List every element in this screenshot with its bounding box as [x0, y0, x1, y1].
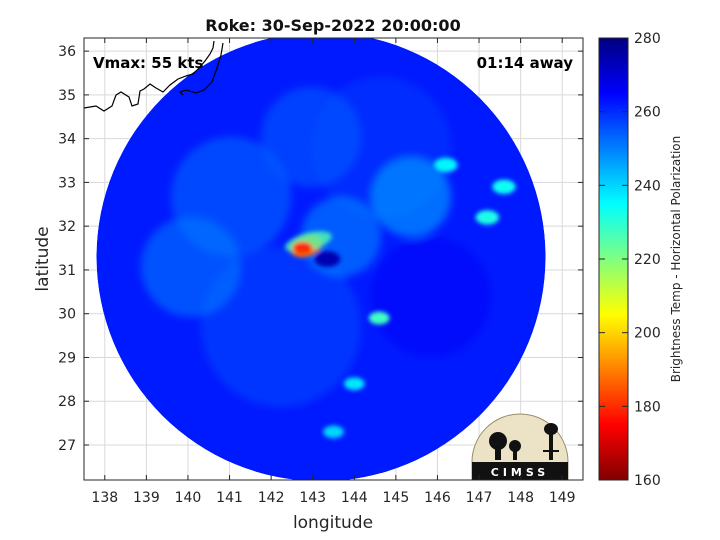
- swath-features: [285, 157, 516, 439]
- time-away-label: 01:14 away: [477, 54, 574, 72]
- x-tick-label: 143: [299, 490, 326, 506]
- y-tick-label: 32: [58, 219, 76, 235]
- colorbar-ticks: 280 260 240 220 200 180 160: [599, 31, 661, 489]
- x-tick-label: 142: [258, 490, 285, 506]
- texture-blob: [201, 246, 362, 407]
- feature-storm-eye: [314, 251, 341, 267]
- swath-image: [96, 38, 546, 480]
- feature-cloud-band: [492, 179, 516, 194]
- y-tick-label: 30: [58, 307, 76, 323]
- cimss-logo-text: CIMSS: [491, 466, 549, 479]
- vmax-label: Vmax: 55 kts: [93, 54, 203, 72]
- colorbar-tick-label: 280: [634, 31, 661, 47]
- y-tick-label: 35: [58, 88, 76, 104]
- feature-rainband: [368, 311, 390, 325]
- x-tick-label: 141: [216, 490, 243, 506]
- x-axis: 138 139 140 141 142 143 144 145 146 147 148 149: [91, 38, 576, 506]
- x-tick-label: 144: [341, 490, 368, 506]
- y-tick-label: 27: [58, 438, 76, 454]
- x-tick-label: 148: [507, 490, 534, 506]
- y-tick-label: 29: [58, 350, 76, 366]
- colorbar-tick-label: 220: [634, 252, 661, 268]
- y-tick-label: 33: [58, 175, 76, 191]
- colorbar-tick-label: 240: [634, 178, 661, 194]
- colorbar-tick-label: 260: [634, 105, 661, 121]
- feature-rainband: [343, 377, 365, 391]
- y-axis: 27 28 29 30 31 32 33 34 35 36: [58, 44, 583, 454]
- texture-blob: [371, 236, 492, 357]
- texture-blob: [261, 86, 362, 187]
- texture-blob: [371, 156, 452, 237]
- cimss-logo: CIMSS: [471, 413, 569, 481]
- coastline: [83, 40, 224, 112]
- y-tick-label: 28: [58, 394, 76, 410]
- eyewall-core: [292, 241, 313, 254]
- colorbar-tick-label: 200: [634, 326, 661, 342]
- y-tick-label: 31: [58, 263, 76, 279]
- feature-cloud-band: [434, 157, 458, 173]
- x-tick-label: 140: [175, 490, 202, 506]
- y-tick-label: 34: [58, 132, 76, 148]
- y-tick-label: 36: [58, 44, 76, 60]
- plot-border: [83, 37, 584, 481]
- x-tick-label: 149: [549, 490, 576, 506]
- x-tick-label: 146: [424, 490, 451, 506]
- texture-blob: [141, 216, 242, 317]
- colorbar-tick-label: 180: [634, 399, 661, 415]
- y-axis-label: latitude: [33, 226, 53, 291]
- x-tick-label: 139: [133, 490, 160, 506]
- colorbar-label: Brightness Temp - Horizontal Polarizatio…: [669, 136, 683, 383]
- x-axis-label: longitude: [293, 513, 373, 533]
- feature-cloud-band: [475, 210, 500, 225]
- feature-rainband: [323, 425, 344, 439]
- x-tick-label: 138: [91, 490, 118, 506]
- x-tick-label: 147: [466, 490, 493, 506]
- chart-title: Roke: 30-Sep-2022 20:00:00: [205, 16, 460, 35]
- x-tick-label: 145: [383, 490, 410, 506]
- colorbar-tick-label: 160: [634, 473, 661, 489]
- swath-texture: [141, 76, 492, 407]
